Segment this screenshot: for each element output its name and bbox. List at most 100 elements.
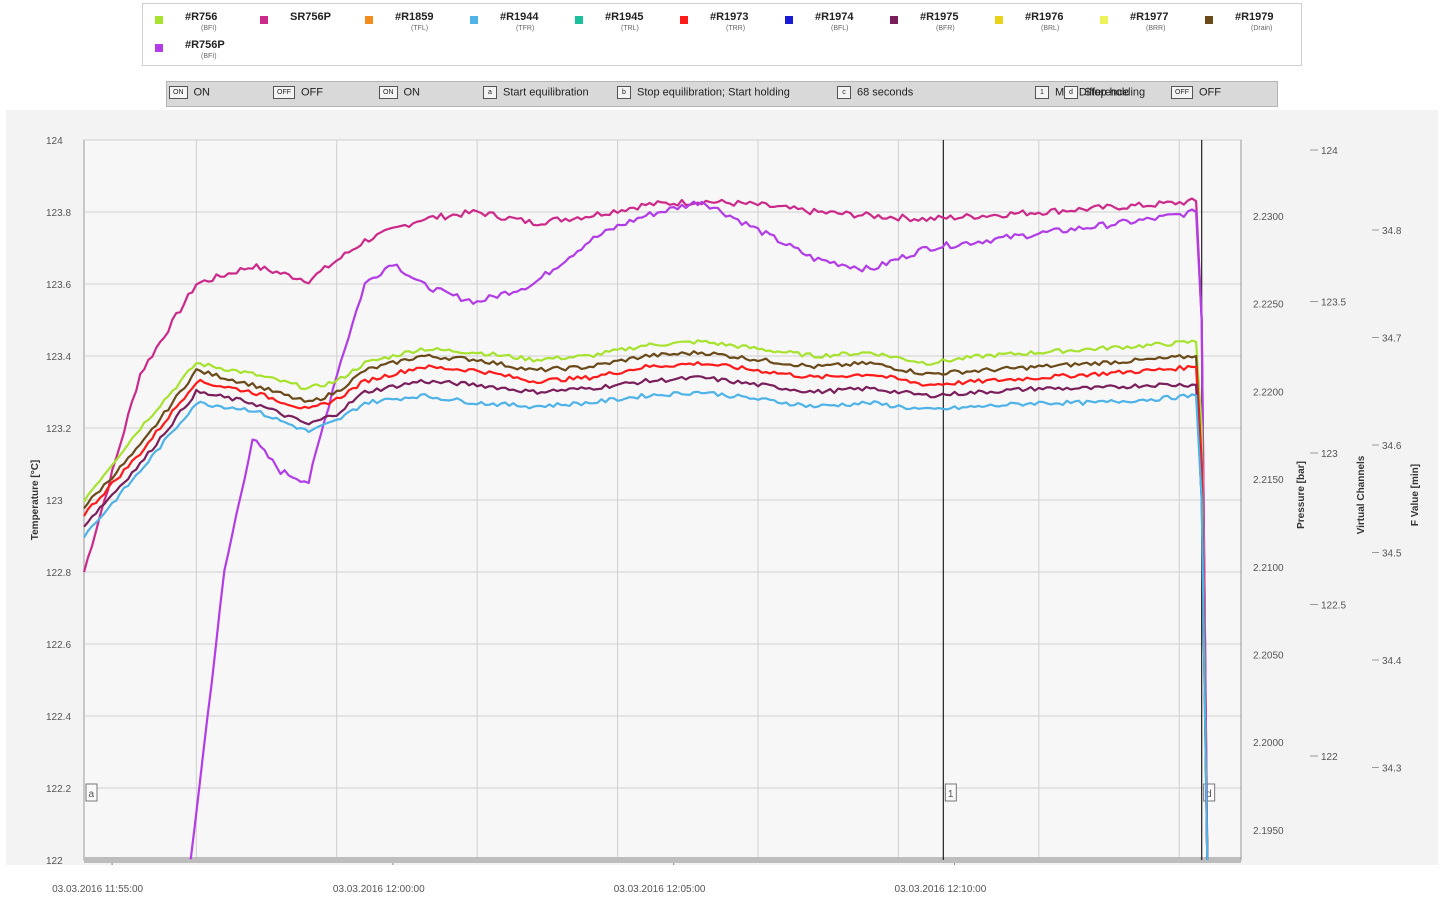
legend-swatch bbox=[785, 16, 793, 24]
legend-swatch bbox=[1100, 16, 1108, 24]
legend-sublabel: (BRR) bbox=[1146, 25, 1166, 32]
legend-label: #R1975 bbox=[920, 11, 959, 23]
virtual-tick-label: 122 bbox=[1321, 752, 1338, 763]
fvalue-tick-label: 34.5 bbox=[1382, 549, 1402, 560]
legend-label: #R1859 bbox=[395, 11, 434, 23]
legend-label: #R1979 bbox=[1235, 11, 1274, 23]
pressure-tick-label: 2.2000 bbox=[1253, 738, 1284, 749]
legend-swatch bbox=[890, 16, 898, 24]
series-line bbox=[189, 200, 1209, 861]
y-tick-label: 123.2 bbox=[46, 424, 71, 435]
y-tick-label: 122.2 bbox=[46, 784, 71, 795]
series-line bbox=[83, 350, 1209, 861]
status-bar: ON ON OFF OFF ON ON a Start equilibration b Stop … bbox=[166, 81, 1278, 107]
legend-sublabel: (BFR) bbox=[936, 25, 955, 32]
y-tick-label: 123.4 bbox=[46, 352, 71, 363]
status-label: ON bbox=[193, 86, 211, 99]
legend-swatch bbox=[470, 16, 478, 24]
event-marker-box bbox=[85, 783, 98, 802]
status-label: ON bbox=[403, 86, 421, 99]
legend-swatch bbox=[995, 16, 1003, 24]
legend-swatch bbox=[1205, 16, 1213, 24]
fvalue-tick-label: 34.4 bbox=[1382, 656, 1402, 667]
event-marker-box bbox=[1203, 783, 1216, 802]
status-label: Start equilibration bbox=[503, 86, 589, 99]
status-label: 68 seconds bbox=[857, 86, 914, 99]
status-icon: OFF bbox=[1171, 86, 1193, 99]
status-icon: b bbox=[617, 86, 631, 99]
series-line bbox=[83, 361, 1209, 861]
legend-sublabel: (TFR) bbox=[516, 25, 535, 32]
legend-swatch bbox=[365, 16, 373, 24]
legend-label: #R756 bbox=[185, 11, 218, 23]
series-line bbox=[83, 390, 1209, 861]
y-tick-label: 122.6 bbox=[46, 640, 71, 651]
chart-legend: #R756 (BFI) SR756P #R1859 (TFL) #R1944 (TFR) #R… bbox=[142, 3, 1302, 66]
x-tick-label: 03.03.2016 12:00:00 bbox=[333, 884, 425, 895]
legend-sublabel: (BFI) bbox=[201, 25, 217, 32]
y-tick-label: 123.6 bbox=[46, 280, 71, 291]
legend-label: #R1976 bbox=[1025, 11, 1064, 23]
virtual-axis-label: Virtual Channels bbox=[1356, 455, 1367, 534]
legend-label: #R1944 bbox=[500, 11, 539, 23]
legend-label: SR756P bbox=[290, 11, 331, 23]
legend-label: #R1974 bbox=[815, 11, 854, 23]
status-label: Stop equilibration; Start holding bbox=[637, 86, 790, 99]
legend-sublabel: (BFI) bbox=[201, 53, 217, 60]
status-item[interactable]: OFF OFF bbox=[273, 86, 323, 104]
legend-sublabel: (Drain) bbox=[1251, 25, 1273, 32]
event-marker-label: d bbox=[1206, 789, 1212, 800]
series-line bbox=[83, 375, 1209, 861]
legend-swatch bbox=[155, 44, 163, 52]
pressure-axis-label: Pressure [bar] bbox=[1296, 461, 1307, 529]
legend-label: #R756P bbox=[185, 39, 225, 51]
status-icon: OFF bbox=[273, 86, 295, 99]
fvalue-tick-label: 34.8 bbox=[1382, 226, 1402, 237]
virtual-tick-label: 122.5 bbox=[1321, 601, 1346, 612]
x-tick-label: 03.03.2016 12:10:00 bbox=[895, 884, 987, 895]
status-label: OFF bbox=[301, 86, 323, 99]
x-axis-band bbox=[84, 857, 1241, 863]
status-icon: d bbox=[1064, 86, 1078, 99]
event-marker-label: 1 bbox=[948, 789, 954, 800]
y-tick-label: 122 bbox=[46, 856, 63, 867]
virtual-tick-label: 124 bbox=[1321, 146, 1338, 157]
legend-sublabel: (TFL) bbox=[411, 25, 429, 32]
pressure-tick-label: 2.2300 bbox=[1253, 212, 1284, 223]
y-tick-label: 122.4 bbox=[46, 712, 71, 723]
legend-swatch bbox=[680, 16, 688, 24]
legend-sublabel: (BFL) bbox=[831, 25, 849, 32]
legend-sublabel: (BRL) bbox=[1041, 25, 1060, 32]
legend-swatch bbox=[260, 16, 268, 24]
x-tick-label: 03.03.2016 11:55:00 bbox=[52, 884, 143, 895]
legend-label: #R1973 bbox=[710, 11, 749, 23]
legend-label: #R1945 bbox=[605, 11, 644, 23]
pressure-tick-label: 2.2050 bbox=[1253, 651, 1284, 662]
status-item[interactable]: ON ON bbox=[379, 86, 420, 104]
fvalue-tick-label: 34.6 bbox=[1382, 441, 1402, 452]
x-tick-label: 03.03.2016 12:05:00 bbox=[614, 884, 706, 895]
fvalue-tick-label: 34.3 bbox=[1382, 764, 1402, 775]
status-item[interactable]: d Stop holding bbox=[1064, 86, 1145, 104]
y-tick-label: 123 bbox=[46, 496, 63, 507]
status-item[interactable]: ON ON bbox=[169, 86, 210, 104]
status-icon: c bbox=[837, 86, 851, 99]
virtual-tick-label: 123 bbox=[1321, 449, 1338, 460]
pressure-tick-label: 2.2250 bbox=[1253, 300, 1284, 311]
status-label: OFF bbox=[1199, 86, 1221, 99]
status-item[interactable]: c 68 seconds bbox=[837, 86, 913, 104]
status-item[interactable]: OFF OFF bbox=[1171, 86, 1221, 104]
y-axis-label: Temperature [°C] bbox=[30, 460, 41, 541]
status-icon: ON bbox=[379, 86, 398, 99]
pressure-tick-label: 2.2150 bbox=[1253, 475, 1284, 486]
legend-swatch bbox=[575, 16, 583, 24]
virtual-tick-label: 123.5 bbox=[1321, 298, 1346, 309]
series-line bbox=[83, 339, 1209, 861]
status-item[interactable]: a Start equilibration bbox=[483, 86, 589, 104]
fvalue-tick-label: 34.7 bbox=[1382, 334, 1402, 345]
status-label: Stop holding bbox=[1084, 86, 1146, 99]
status-icon: 1 bbox=[1035, 86, 1049, 99]
event-marker-box bbox=[944, 783, 957, 802]
status-item[interactable]: b Stop equilibration; Start holding bbox=[617, 86, 790, 104]
